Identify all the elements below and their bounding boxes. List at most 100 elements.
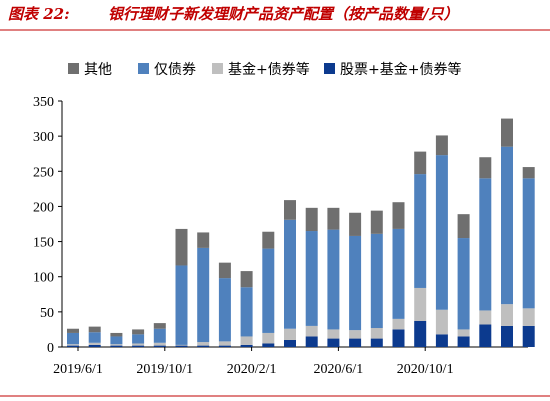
bar-segment	[132, 334, 145, 344]
bar-segment	[175, 344, 188, 346]
legend-swatch	[68, 63, 79, 74]
bar-segment	[522, 178, 535, 309]
bar-segment	[197, 232, 210, 248]
bar-segment	[327, 329, 340, 339]
bar-segment	[435, 135, 448, 156]
bar-segment	[370, 233, 383, 329]
bar-segment	[414, 151, 427, 175]
y-tick-label: 100	[33, 271, 54, 286]
bar-segment	[522, 167, 535, 179]
bar-segment	[218, 278, 231, 342]
bar-segment	[435, 309, 448, 335]
bar-segment	[305, 207, 318, 232]
bar-segment	[262, 248, 275, 333]
bar-segment	[522, 308, 535, 326]
bar-segment	[67, 344, 79, 346]
legend-label: 其他	[84, 62, 112, 78]
bar-segment	[392, 228, 405, 319]
bar-segment	[132, 345, 145, 347]
bar-segment	[240, 271, 253, 288]
bar-segment	[67, 345, 79, 347]
bar-segment	[305, 325, 318, 337]
bar-segment	[284, 219, 296, 329]
bar-segment	[479, 157, 492, 179]
bar-segment	[240, 344, 253, 347]
bar-segment	[197, 247, 210, 343]
bar-segment	[392, 318, 405, 330]
bar-segment	[110, 336, 123, 345]
bar-segment	[153, 328, 166, 343]
x-tick-label: 2019/6/1	[53, 362, 103, 377]
bar-segment	[132, 329, 145, 335]
x-tick-label: 2020/2/1	[227, 362, 277, 377]
bar-segment	[110, 332, 123, 337]
bar-segment	[349, 235, 362, 331]
bar-segment	[175, 345, 188, 347]
legend-swatch	[212, 63, 223, 74]
bar-segment	[370, 338, 383, 347]
bar-segment	[305, 231, 318, 326]
bar-segment	[175, 265, 188, 345]
bar-segment	[175, 228, 188, 266]
bar-segment	[501, 304, 513, 326]
legend-swatch	[138, 63, 149, 74]
bar-segment	[370, 210, 383, 234]
bar-segment	[327, 229, 340, 330]
x-tick-label: 2020/6/1	[314, 362, 364, 377]
bar-segment	[153, 345, 166, 347]
bar-segment	[457, 329, 470, 337]
bar-segment	[435, 155, 448, 310]
chart-title: 银行理财子新发理财产品资产配置（按产品数量/只）	[108, 5, 458, 23]
bar-segment	[88, 332, 101, 343]
bar-segment	[132, 343, 145, 346]
bar-segment	[457, 336, 470, 347]
figure-label: 图表 22:	[8, 5, 70, 23]
bar-segment	[88, 342, 101, 345]
bar-segment	[67, 328, 79, 333]
bar-segment	[414, 174, 427, 288]
bar-segment	[218, 345, 231, 347]
bar-segment	[197, 342, 210, 346]
bar-segment	[501, 146, 513, 305]
legend-label: 基金+债券等	[228, 61, 310, 78]
y-tick-label: 200	[33, 200, 54, 215]
bar-segment	[414, 287, 427, 321]
bar-segment	[240, 336, 253, 345]
x-axis: 2019/6/1 2019/10/1 2020/2/1 2020/6/1 2020/10…	[53, 346, 528, 377]
bar-segment	[349, 212, 362, 236]
bar-segment	[435, 334, 448, 347]
bar-segment	[349, 330, 362, 339]
legend: 其他 仅债券 基金+债券等 股票+基金+债券等	[68, 61, 461, 78]
bar-segment	[479, 310, 492, 325]
bar-segment	[522, 325, 535, 347]
bar-segment	[218, 262, 231, 279]
y-tick-label: 350	[33, 95, 54, 110]
bar-segment	[67, 332, 79, 345]
bar-segment	[110, 345, 123, 347]
bar-segment	[457, 214, 470, 239]
y-axis: 0 50 100 150 200 250 300 350	[33, 95, 63, 356]
bar-segment	[479, 178, 492, 311]
bar-segment	[240, 287, 253, 337]
x-tick-label: 2020/10/1	[397, 362, 454, 377]
bar-segment	[327, 207, 340, 230]
bar-segment	[501, 325, 513, 347]
y-tick-label: 150	[33, 236, 54, 251]
bar-segment	[284, 200, 296, 220]
bar-segment	[262, 332, 275, 344]
bar-segment	[153, 342, 166, 346]
y-tick-label: 250	[33, 165, 54, 180]
bar-segment	[153, 323, 166, 329]
bar-segment	[284, 328, 296, 340]
bar-segment	[197, 345, 210, 347]
bar-segment	[218, 341, 231, 346]
bar-segment	[88, 326, 101, 333]
bar-segment	[479, 324, 492, 347]
bars	[67, 118, 535, 347]
bar-segment	[414, 320, 427, 347]
bar-segment	[501, 118, 513, 147]
x-tick-label: 2019/10/1	[136, 362, 193, 377]
bar-segment	[262, 231, 275, 249]
y-tick-label: 0	[47, 341, 54, 356]
